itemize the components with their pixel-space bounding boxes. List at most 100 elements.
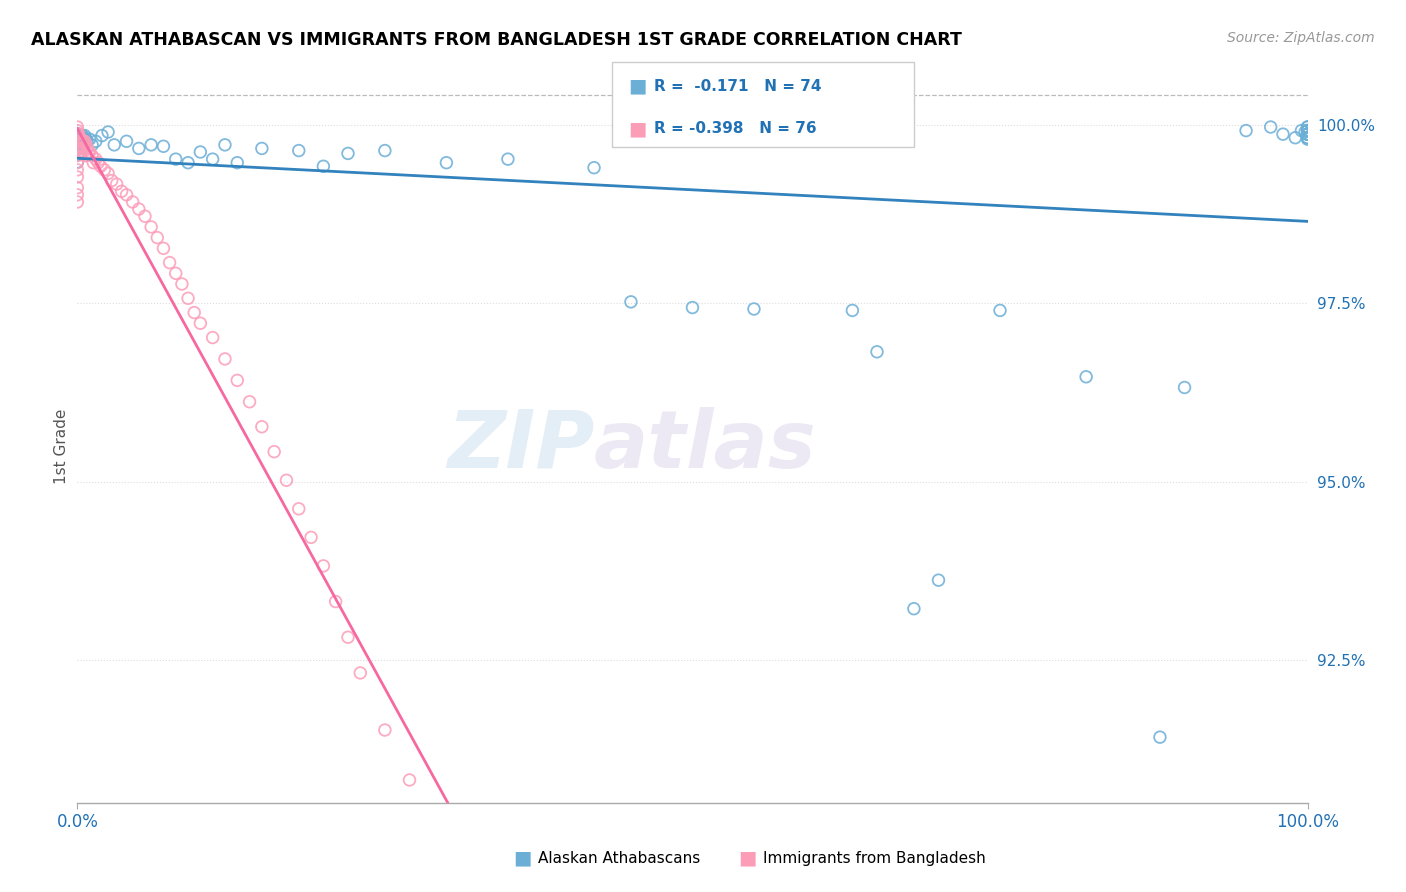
Point bbox=[72, 130, 94, 145]
Text: atlas: atlas bbox=[595, 407, 817, 485]
Point bbox=[90, 159, 112, 173]
Point bbox=[1296, 132, 1319, 146]
Text: Immigrants from Bangladesh: Immigrants from Bangladesh bbox=[763, 851, 986, 865]
Point bbox=[159, 255, 181, 269]
Point bbox=[152, 241, 174, 255]
Point bbox=[111, 184, 132, 198]
Point bbox=[214, 351, 236, 366]
Point bbox=[1296, 127, 1319, 141]
Point bbox=[134, 209, 156, 223]
Point bbox=[76, 141, 98, 155]
Point bbox=[374, 723, 396, 737]
Point bbox=[67, 137, 90, 152]
Point bbox=[76, 134, 98, 148]
Point bbox=[66, 141, 89, 155]
Point bbox=[170, 277, 193, 291]
Point bbox=[84, 134, 107, 148]
Point bbox=[1272, 127, 1295, 141]
Point bbox=[312, 159, 335, 173]
Point bbox=[70, 137, 93, 152]
Point bbox=[69, 128, 91, 143]
Point bbox=[70, 134, 93, 148]
Point bbox=[177, 291, 200, 305]
Point bbox=[1291, 123, 1313, 137]
Y-axis label: 1st Grade: 1st Grade bbox=[53, 409, 69, 483]
Point bbox=[1296, 130, 1319, 145]
Point bbox=[70, 141, 93, 155]
Text: ■: ■ bbox=[628, 119, 647, 138]
Point bbox=[66, 155, 89, 169]
Point bbox=[105, 177, 128, 191]
Point bbox=[66, 194, 89, 209]
Point bbox=[128, 141, 150, 155]
Point bbox=[79, 145, 101, 159]
Point bbox=[337, 146, 360, 161]
Point bbox=[66, 141, 89, 155]
Point bbox=[66, 187, 89, 202]
Point bbox=[69, 130, 91, 145]
Point bbox=[66, 169, 89, 184]
Point bbox=[312, 558, 335, 573]
Text: ALASKAN ATHABASCAN VS IMMIGRANTS FROM BANGLADESH 1ST GRADE CORRELATION CHART: ALASKAN ATHABASCAN VS IMMIGRANTS FROM BA… bbox=[31, 31, 962, 49]
Point bbox=[183, 305, 205, 319]
Point bbox=[398, 772, 420, 787]
Text: R = -0.398   N = 76: R = -0.398 N = 76 bbox=[654, 121, 817, 136]
Point bbox=[75, 137, 97, 152]
Point bbox=[1296, 127, 1319, 141]
Point bbox=[988, 303, 1011, 318]
Point bbox=[1296, 123, 1319, 137]
Point bbox=[349, 665, 371, 680]
Point bbox=[93, 162, 115, 177]
Point bbox=[121, 194, 143, 209]
Point bbox=[67, 127, 90, 141]
Point bbox=[103, 137, 125, 152]
Point bbox=[73, 134, 96, 148]
Point bbox=[69, 137, 91, 152]
Point bbox=[77, 145, 100, 159]
Point bbox=[583, 161, 606, 175]
Point bbox=[66, 134, 89, 148]
Point bbox=[1260, 120, 1282, 134]
Point bbox=[84, 152, 107, 166]
Text: ■: ■ bbox=[513, 848, 531, 868]
Text: ■: ■ bbox=[628, 77, 647, 95]
Text: R =  -0.171   N = 74: R = -0.171 N = 74 bbox=[654, 78, 821, 94]
Point bbox=[66, 134, 89, 148]
Point bbox=[226, 155, 249, 169]
Point bbox=[69, 145, 91, 159]
Point bbox=[70, 136, 93, 150]
Point bbox=[101, 173, 124, 187]
Point bbox=[1296, 127, 1319, 141]
Point bbox=[67, 134, 90, 148]
Point bbox=[75, 148, 97, 162]
Point bbox=[66, 120, 89, 134]
Point bbox=[69, 136, 91, 150]
Point bbox=[866, 344, 889, 359]
Point bbox=[70, 130, 93, 145]
Point bbox=[201, 330, 224, 344]
Point bbox=[239, 394, 262, 409]
Point bbox=[214, 137, 236, 152]
Point bbox=[1296, 123, 1319, 137]
Point bbox=[115, 134, 138, 148]
Point bbox=[1296, 120, 1319, 134]
Point bbox=[742, 301, 765, 316]
Point bbox=[201, 152, 224, 166]
Point bbox=[87, 155, 110, 169]
Point bbox=[73, 128, 96, 143]
Point bbox=[70, 128, 93, 143]
Point bbox=[1294, 125, 1316, 139]
Point bbox=[928, 573, 950, 587]
Point bbox=[70, 145, 93, 159]
Point bbox=[620, 294, 643, 309]
Text: Source: ZipAtlas.com: Source: ZipAtlas.com bbox=[1227, 31, 1375, 45]
Point bbox=[1284, 130, 1306, 145]
Point bbox=[72, 134, 94, 148]
Point bbox=[288, 501, 311, 516]
Point bbox=[1234, 123, 1257, 137]
Point bbox=[1174, 380, 1197, 394]
Point bbox=[250, 419, 273, 434]
Point bbox=[115, 187, 138, 202]
Text: ZIP: ZIP bbox=[447, 407, 595, 485]
Point bbox=[165, 152, 187, 166]
